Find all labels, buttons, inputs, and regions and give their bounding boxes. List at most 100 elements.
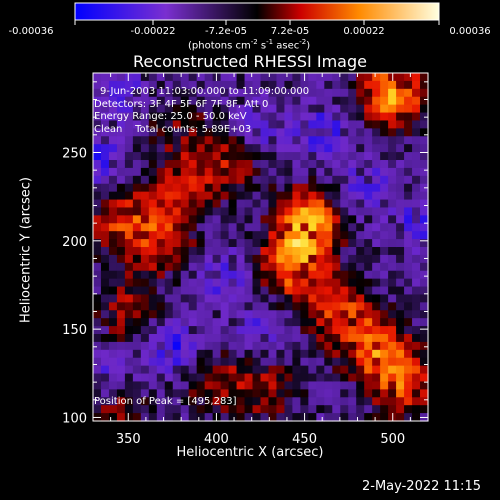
heatmap-cell	[220, 389, 230, 398]
heatmap-cell	[260, 302, 270, 311]
heatmap-cell	[404, 231, 413, 240]
heatmap-cell	[292, 104, 301, 114]
heatmap-cell	[156, 120, 166, 129]
heatmap-cell	[340, 175, 349, 185]
heatmap-cell	[324, 207, 333, 216]
heatmap-cell	[93, 175, 102, 185]
heatmap-cell	[228, 334, 238, 343]
heatmap-cell	[108, 334, 118, 343]
heatmap-cell	[308, 310, 317, 319]
heatmap-cell	[180, 120, 190, 129]
heatmap-cell	[228, 152, 238, 161]
heatmap-cell	[164, 334, 174, 343]
heatmap-cell	[148, 349, 158, 359]
heatmap-cell	[180, 270, 190, 280]
heatmap-cell	[348, 247, 357, 256]
heatmap-cell	[220, 96, 230, 106]
heatmap-cell	[292, 262, 301, 272]
heatmap-cell	[124, 334, 134, 343]
heatmap-cell	[340, 373, 349, 383]
heatmap-cell	[212, 88, 222, 98]
heatmap-cell	[292, 310, 301, 319]
heatmap-cell	[292, 334, 301, 343]
heatmap-cell	[372, 247, 381, 256]
heatmap-cell	[196, 349, 206, 359]
heatmap-cell	[180, 223, 190, 232]
heatmap-cell	[148, 286, 158, 296]
heatmap-cell	[148, 104, 158, 114]
heatmap-cell	[324, 357, 333, 367]
heatmap-cell	[308, 183, 317, 193]
heatmap-cell	[180, 183, 190, 193]
heatmap-cell	[292, 413, 301, 422]
heatmap-cell	[420, 310, 429, 319]
heatmap-cell	[276, 96, 286, 106]
heatmap-cell	[308, 294, 317, 303]
heatmap-cell	[284, 128, 294, 137]
heatmap-cell	[124, 326, 134, 335]
heatmap-cell	[148, 112, 158, 122]
heatmap-cell	[148, 365, 158, 375]
heatmap-cell	[308, 88, 317, 98]
heatmap-cell	[212, 294, 222, 303]
heatmap-cell	[332, 175, 341, 185]
heatmap-cell	[188, 160, 198, 169]
heatmap-cell	[124, 357, 134, 367]
heatmap-cell	[284, 373, 294, 383]
heatmap-cell	[380, 96, 389, 106]
heatmap-cell	[172, 405, 182, 414]
heatmap-cell	[420, 326, 429, 335]
heatmap-cell	[388, 310, 397, 319]
heatmap-cell	[372, 136, 381, 145]
heatmap-cell	[172, 183, 182, 193]
heatmap-cell	[276, 302, 286, 311]
heatmap-cell	[236, 112, 246, 122]
heatmap-cell	[324, 286, 333, 296]
heatmap-cell	[164, 286, 174, 296]
heatmap-cell	[396, 160, 405, 169]
heatmap-cell	[93, 326, 102, 335]
heatmap-cell	[108, 223, 118, 232]
heatmap-cell	[172, 397, 182, 406]
heatmap-cell	[340, 152, 349, 161]
heatmap-cell	[252, 191, 262, 201]
heatmap-cell	[332, 397, 341, 406]
heatmap-cell	[348, 207, 357, 216]
heatmap-cell	[172, 349, 182, 359]
heatmap-cell	[188, 199, 198, 209]
heatmap-cell	[108, 88, 118, 98]
heatmap-cell	[124, 302, 134, 311]
heatmap-cell	[132, 373, 142, 383]
heatmap-cell	[348, 365, 357, 375]
heatmap-cell	[132, 262, 142, 272]
heatmap-cell	[116, 215, 126, 224]
heatmap-cell	[404, 167, 413, 177]
heatmap-cell	[324, 167, 333, 177]
heatmap-cell	[196, 167, 206, 177]
heatmap-cell	[348, 389, 357, 398]
heatmap-cell	[308, 160, 317, 169]
heatmap-cell	[356, 286, 365, 296]
heatmap-cell	[132, 215, 142, 224]
heatmap-cell	[188, 223, 198, 232]
heatmap-cell	[388, 389, 397, 398]
unit-text: s	[257, 40, 267, 52]
heatmap-cell	[316, 191, 325, 201]
heatmap-cell	[140, 326, 150, 335]
heatmap-cell	[204, 286, 214, 296]
heatmap-cell	[420, 270, 429, 280]
heatmap-cell	[180, 167, 190, 177]
heatmap-cell	[276, 120, 286, 129]
heatmap-cell	[220, 152, 230, 161]
heatmap-cell	[93, 357, 102, 367]
heatmap-cell	[292, 128, 301, 137]
heatmap-cell	[140, 144, 150, 153]
heatmap-cell	[244, 381, 254, 390]
heatmap-cell	[100, 136, 110, 145]
heatmap-cell	[348, 286, 357, 296]
heatmap-cell	[204, 231, 214, 240]
heatmap-cell	[308, 144, 317, 153]
heatmap-cell	[396, 191, 405, 201]
heatmap-cell	[268, 254, 278, 264]
heatmap-cell	[276, 247, 286, 256]
